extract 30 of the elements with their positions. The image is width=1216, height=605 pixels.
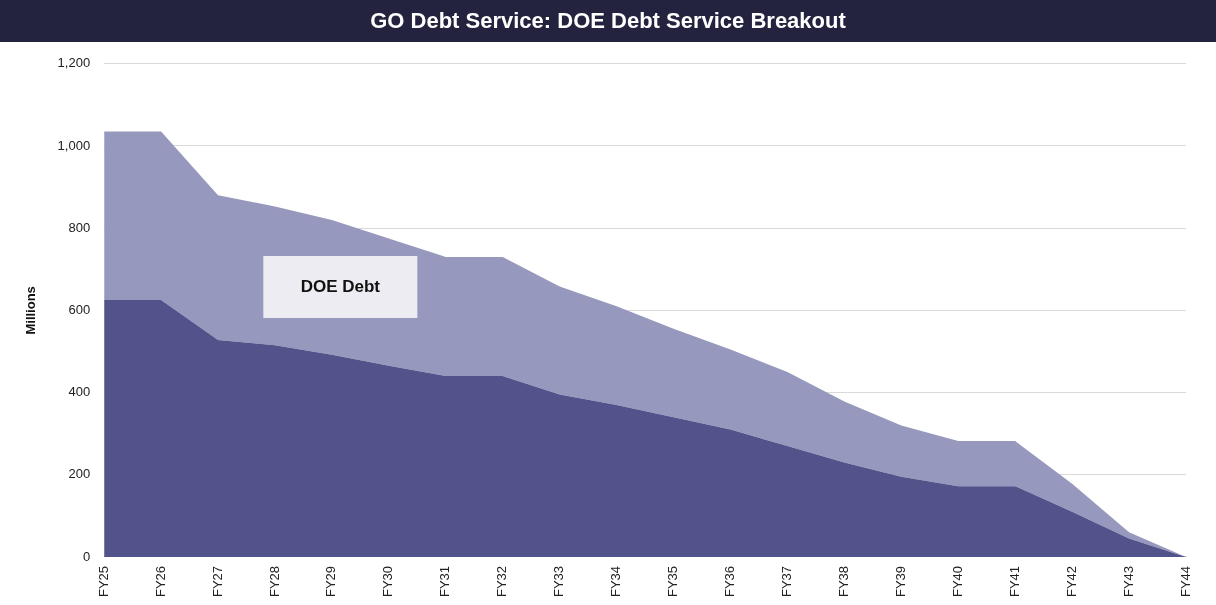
x-tick-label: FY42 [1063, 565, 1079, 598]
x-tick-label: FY32 [494, 565, 510, 598]
x-tick-label: FY29 [323, 565, 339, 598]
x-tick-label: FY37 [779, 565, 794, 598]
y-tick-label: 600 [68, 301, 91, 317]
x-tick-label: FY34 [608, 565, 624, 598]
y-tick-label: 1,000 [57, 137, 91, 153]
label-box: DOE Debt [263, 256, 418, 319]
chart-title: GO Debt Service: DOE Debt Service Breakout [0, 0, 1216, 42]
y-tick-label: 0 [82, 548, 91, 564]
y-axis-title: Millions [23, 286, 39, 335]
x-tick-label: FY44 [1177, 565, 1193, 598]
y-tick-label: 1,200 [57, 55, 91, 71]
x-tick-label: FY27 [209, 565, 225, 598]
x-tick-label: FY25 [95, 565, 111, 598]
x-tick-label: FY35 [665, 565, 681, 598]
x-tick-label: FY31 [437, 565, 453, 598]
x-tick-label: FY41 [1006, 565, 1022, 598]
x-tick-label: FY26 [152, 565, 168, 598]
y-tick-label: 400 [68, 384, 91, 400]
x-tick-label: FY39 [892, 565, 908, 598]
x-tick-label: FY28 [266, 565, 282, 598]
y-tick-label: 800 [68, 219, 91, 235]
x-tick-label: FY40 [949, 565, 965, 598]
x-tick-label: FY30 [380, 565, 396, 598]
x-tick-label: FY33 [551, 565, 567, 598]
x-tick-label: FY38 [835, 565, 851, 598]
y-tick-label: 200 [68, 466, 91, 482]
x-tick-label: FY43 [1120, 565, 1136, 598]
x-tick-label: FY36 [722, 565, 738, 598]
